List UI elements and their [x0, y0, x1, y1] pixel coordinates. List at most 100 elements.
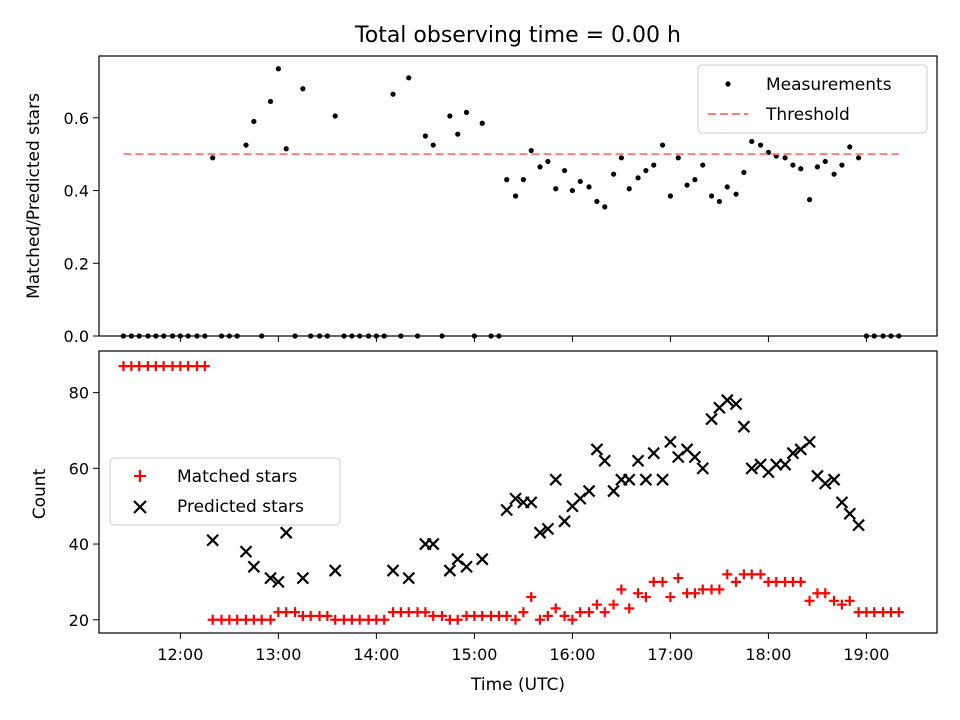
- matched-stars-point: [510, 614, 521, 625]
- legend-predicted-label: Predicted stars: [177, 497, 304, 517]
- matched-stars-point: [428, 610, 439, 621]
- predicted-stars-point: [272, 575, 285, 589]
- measurement-point: [618, 155, 625, 161]
- matched-stars-point: [657, 576, 668, 587]
- matched-stars-point: [869, 607, 880, 618]
- predicted-stars-point: [786, 446, 800, 460]
- predicted-stars-point: [402, 571, 415, 585]
- predicted-stars-point: [664, 435, 677, 449]
- matched-stars-point: [599, 607, 610, 618]
- matched-stars-point: [542, 610, 553, 621]
- top-panel-ticks: 0.0 0.2 0.4 0.6: [64, 109, 867, 346]
- predicted-stars-point: [524, 496, 538, 509]
- predicted-stars-point: [206, 533, 219, 547]
- measurement-point: [504, 177, 510, 183]
- measurement-point: [545, 158, 551, 165]
- matched-stars-point: [795, 576, 806, 587]
- predicted-stars-point: [549, 473, 563, 486]
- predicted-stars-point: [386, 564, 400, 577]
- measurement-point: [283, 146, 289, 152]
- measurement-point: [749, 138, 755, 145]
- top-panel-title: Total observing time = 0.00 h: [354, 23, 681, 48]
- measurement-point: [569, 187, 575, 194]
- predicted-stars-point: [631, 454, 645, 468]
- measurement-point: [847, 144, 853, 150]
- predicted-stars-point: [500, 503, 514, 517]
- bottom-panel: Count Time (UTC) 20 40 60 80 12:00 13:00 14:00…: [30, 350, 938, 695]
- matched-stars-point: [420, 607, 431, 618]
- matched-stars-point: [550, 603, 561, 614]
- matched-stars-point: [403, 607, 414, 618]
- matched-stars-point: [322, 610, 333, 621]
- predicted-stars-point: [696, 462, 710, 475]
- measurement-point: [479, 120, 485, 126]
- y-tick-label: 0.0: [64, 327, 89, 346]
- matched-stars-point: [232, 614, 243, 625]
- measurement-point: [692, 177, 698, 183]
- measurement-point: [430, 142, 436, 148]
- predicted-stars-point: [647, 446, 661, 460]
- matched-stars-point: [584, 607, 595, 618]
- top-legend: Measurements Threshold: [697, 64, 928, 134]
- legend-matched-label: Matched stars: [177, 467, 297, 487]
- predicted-stars-point: [835, 496, 849, 509]
- predicted-stars-point: [843, 507, 857, 521]
- matched-stars-point: [755, 569, 766, 580]
- matched-stars-point: [477, 610, 488, 621]
- x-tick-label: 16:00: [549, 645, 595, 664]
- measurement-point: [708, 193, 715, 199]
- matched-stars-point: [648, 576, 659, 587]
- matched-stars-point: [437, 610, 448, 621]
- predicted-stars-point: [656, 473, 669, 486]
- measurement-point: [406, 75, 412, 81]
- measurement-point: [586, 184, 592, 190]
- predicted-stars-point: [729, 397, 743, 411]
- predicted-stars-point: [460, 560, 473, 574]
- predicted-stars-point: [582, 484, 596, 498]
- measurement-point: [422, 133, 428, 139]
- predicted-stars-point: [639, 473, 653, 486]
- x-tick-label: 13:00: [255, 645, 301, 664]
- measurement-point: [741, 169, 747, 175]
- bottom-legend-box: [109, 457, 341, 526]
- matched-stars-point: [820, 588, 831, 599]
- y-tick-label: 0.2: [64, 254, 89, 273]
- predicted-stars-point: [607, 484, 620, 498]
- measurement-point: [855, 155, 862, 161]
- matched-stars-point: [535, 614, 546, 625]
- predicted-stars-point: [239, 545, 253, 558]
- legend-predicted-marker: [133, 500, 147, 514]
- x-tick-label: 17:00: [647, 645, 693, 664]
- measurement-point: [520, 177, 526, 183]
- top-panel-plot-area: [120, 66, 902, 339]
- matched-stars-point: [134, 361, 145, 372]
- top-panel: Total observing time = 0.00 h Matched/Pr…: [24, 23, 938, 346]
- matched-stars-point: [281, 607, 292, 618]
- matched-stars-point: [836, 599, 847, 610]
- measurement-point: [626, 186, 632, 192]
- measurement-point: [610, 171, 617, 177]
- measurement-point: [782, 155, 788, 161]
- measurement-point: [798, 166, 804, 172]
- measurement-point: [577, 178, 583, 185]
- matched-stars-point: [265, 614, 276, 625]
- measurement-point: [659, 142, 666, 148]
- bottom-panel-ticks: 20 40 60 80 12:00 13:00 14:00 15:00 16:00 17:00 18…: [69, 384, 890, 664]
- y-tick-label: 80: [69, 384, 89, 403]
- predicted-stars-point: [778, 458, 792, 471]
- matched-stars-point: [526, 592, 537, 603]
- predicted-stars-point: [803, 435, 816, 449]
- measurement-point: [651, 162, 657, 168]
- measurement-point: [643, 167, 649, 174]
- predicted-stars-point: [296, 571, 310, 585]
- matched-stars-point: [624, 603, 635, 614]
- predicted-stars-point: [426, 537, 440, 551]
- matched-stars-point: [501, 610, 512, 621]
- measurement-point: [553, 186, 559, 192]
- predicted-stars-point: [264, 571, 277, 585]
- matched-stars-point: [722, 569, 733, 580]
- measurement-point: [635, 175, 641, 181]
- measurement-point: [822, 158, 828, 165]
- measurement-point: [243, 142, 249, 148]
- matched-stars-point: [731, 576, 742, 587]
